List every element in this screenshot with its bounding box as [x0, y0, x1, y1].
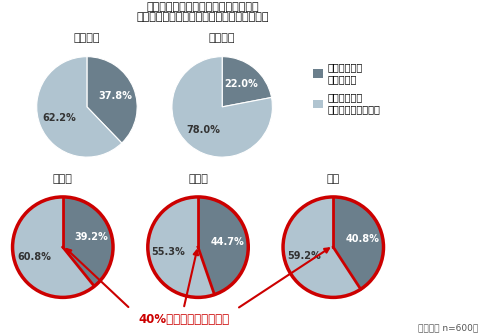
Text: 40.8%: 40.8%: [345, 233, 379, 243]
Wedge shape: [222, 57, 271, 107]
Wedge shape: [148, 197, 214, 297]
Text: 省エネのために短い時間でもこまめに: 省エネのために短い時間でもこまめに: [146, 2, 259, 12]
Text: 22.0%: 22.0%: [225, 79, 258, 89]
Text: 入り切りすべきと思う機器は？（複数回答）: 入り切りすべきと思う機器は？（複数回答）: [137, 12, 269, 22]
Text: 37.8%: 37.8%: [98, 91, 132, 101]
Title: 照明: 照明: [327, 174, 340, 184]
Title: テレビ: テレビ: [188, 174, 208, 184]
Text: 55.3%: 55.3%: [152, 247, 185, 257]
Text: 40%以上の人が思い違い: 40%以上の人が思い違い: [138, 313, 229, 326]
Title: パソコン: パソコン: [209, 33, 235, 43]
Text: 62.2%: 62.2%: [42, 113, 76, 123]
Wedge shape: [63, 197, 113, 286]
Text: （すべて n=600）: （すべて n=600）: [418, 323, 478, 332]
Title: エアコン: エアコン: [74, 33, 100, 43]
Wedge shape: [87, 57, 137, 143]
Wedge shape: [333, 197, 384, 289]
Text: 78.0%: 78.0%: [186, 125, 220, 135]
Wedge shape: [283, 197, 361, 297]
Text: 39.2%: 39.2%: [74, 232, 108, 242]
Wedge shape: [198, 197, 248, 295]
Title: 掃除機: 掃除機: [53, 174, 73, 184]
Wedge shape: [37, 57, 122, 157]
Text: 59.2%: 59.2%: [287, 251, 321, 261]
Wedge shape: [13, 197, 94, 297]
Wedge shape: [172, 57, 272, 157]
Text: 60.8%: 60.8%: [17, 252, 51, 262]
Legend: こまめに入り
切りすべき, こまめに入り
切りすべきではない: こまめに入り 切りすべき, こまめに入り 切りすべきではない: [309, 58, 384, 118]
Text: 44.7%: 44.7%: [211, 237, 244, 247]
